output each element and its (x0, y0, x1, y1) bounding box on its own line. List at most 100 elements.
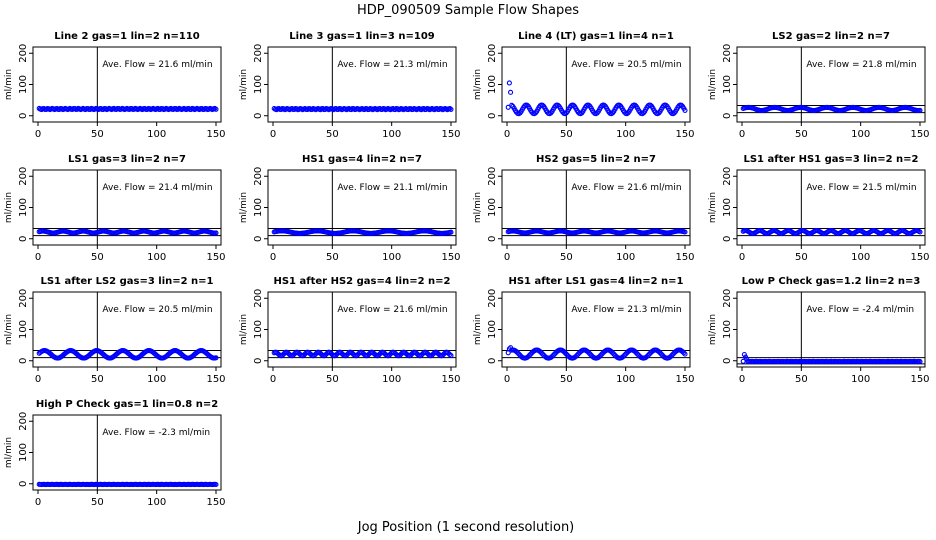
x-tick-label: 150 (441, 129, 460, 140)
average-flow-annotation: Ave. Flow = -2.4 ml/min (806, 305, 914, 315)
data-point (505, 350, 511, 356)
x-tick-label: 150 (206, 252, 225, 263)
x-tick-label: 100 (851, 129, 870, 140)
data-point (740, 358, 746, 364)
y-tick-label: 0 (487, 236, 498, 242)
x-tick-label: 50 (795, 374, 808, 385)
panel-title: HS1 gas=4 lin=2 n=7 (302, 154, 422, 165)
x-tick-label: 150 (910, 252, 929, 263)
x-tick-label: 150 (675, 374, 694, 385)
average-flow-annotation: Ave. Flow = 21.3 ml/min (337, 60, 447, 70)
x-tick-label: 50 (795, 129, 808, 140)
x-tick-label: 0 (270, 252, 276, 263)
x-tick-label: 50 (91, 374, 104, 385)
y-tick-label: 200 (487, 44, 498, 63)
y-tick-label: 0 (18, 358, 29, 364)
x-tick-label: 0 (35, 129, 41, 140)
average-flow-annotation: Ave. Flow = 21.6 ml/min (571, 183, 681, 193)
data-point (508, 89, 514, 95)
x-tick-label: 50 (91, 497, 104, 508)
x-tick-label: 150 (910, 374, 929, 385)
panel-title: Line 2 gas=1 lin=2 n=110 (54, 31, 200, 42)
y-tick-label: 0 (253, 236, 264, 242)
chart-panel: Line 4 (LT) gas=1 lin=4 n=1 0 100 200 ml/min… (473, 31, 695, 140)
points-layer (36, 105, 219, 113)
chart-panel: HS1 gas=4 lin=2 n=7 0 100 200 ml/min 0 50 100 15… (239, 154, 461, 263)
y-tick-label: 0 (18, 481, 29, 487)
y-axis-label: ml/min (239, 69, 249, 100)
x-tick-label: 150 (441, 374, 460, 385)
data-point (448, 229, 454, 235)
y-tick-label: 0 (722, 236, 733, 242)
y-tick-label: 200 (722, 167, 733, 186)
data-point (213, 355, 219, 361)
x-tick-label: 0 (35, 252, 41, 263)
x-tick-label: 100 (147, 374, 166, 385)
points-layer (505, 228, 688, 236)
x-tick-label: 0 (504, 374, 510, 385)
x-tick-label: 150 (206, 129, 225, 140)
data-point (617, 102, 623, 108)
y-tick-label: 0 (487, 358, 498, 364)
data-point (663, 102, 669, 108)
x-tick-label: 100 (147, 129, 166, 140)
y-tick-label: 100 (18, 75, 29, 94)
data-point (601, 102, 607, 108)
panel-title: LS2 gas=2 lin=2 n=7 (772, 31, 890, 42)
points-layer (271, 228, 454, 236)
x-tick-label: 100 (147, 497, 166, 508)
y-tick-label: 0 (253, 358, 264, 364)
data-point (917, 359, 923, 365)
points-layer (36, 481, 219, 488)
x-tick-label: 50 (326, 374, 339, 385)
y-tick-label: 100 (18, 320, 29, 339)
average-flow-annotation: Ave. Flow = 21.5 ml/min (806, 183, 916, 193)
data-point (506, 80, 512, 86)
x-tick-label: 150 (910, 129, 929, 140)
data-point (213, 230, 219, 236)
points-layer (505, 80, 688, 117)
y-tick-label: 0 (722, 113, 733, 119)
y-tick-label: 100 (487, 198, 498, 217)
data-point (509, 102, 515, 108)
panel-frame (32, 414, 222, 491)
panel-title: HS1 after HS2 gas=4 lin=2 n=2 (273, 276, 450, 287)
data-point (741, 351, 747, 358)
x-tick-label: 0 (739, 374, 745, 385)
y-tick-label: 100 (253, 75, 264, 94)
y-axis-label: ml/min (4, 69, 14, 100)
panel-frame (736, 291, 926, 368)
chart-panel: HS1 after HS2 gas=4 lin=2 n=2 0 100 200 ml/m… (239, 276, 461, 385)
x-tick-label: 100 (616, 374, 635, 385)
chart-panel: High P Check gas=1 lin=0.8 n=2 0 100 200 ml/… (4, 399, 226, 508)
data-point (540, 102, 546, 108)
average-flow-annotation: Ave. Flow = 21.8 ml/min (806, 60, 916, 70)
panel-title: Line 3 gas=1 lin=3 n=109 (289, 31, 435, 42)
y-axis-label: ml/min (708, 314, 718, 345)
x-tick-label: 50 (91, 252, 104, 263)
x-tick-label: 0 (35, 497, 41, 508)
y-axis-label: ml/min (239, 314, 249, 345)
points-layer (271, 105, 454, 113)
x-tick-label: 100 (147, 252, 166, 263)
x-tick-label: 0 (270, 129, 276, 140)
x-tick-label: 100 (616, 252, 635, 263)
points-layer (740, 104, 923, 114)
y-tick-label: 100 (253, 198, 264, 217)
y-tick-label: 100 (722, 320, 733, 339)
y-axis-label: ml/min (239, 192, 249, 223)
y-tick-label: 100 (722, 198, 733, 217)
data-point (682, 107, 688, 113)
x-tick-label: 150 (206, 374, 225, 385)
y-tick-label: 200 (722, 289, 733, 308)
points-layer (505, 345, 688, 361)
y-tick-label: 0 (253, 113, 264, 119)
x-tick-label: 150 (675, 129, 694, 140)
points-layer (36, 228, 219, 236)
y-tick-label: 200 (253, 289, 264, 308)
average-flow-annotation: Ave. Flow = -2.3 ml/min (102, 428, 210, 438)
points-layer (271, 349, 454, 359)
average-flow-annotation: Ave. Flow = 21.1 ml/min (337, 183, 447, 193)
data-point (555, 102, 561, 108)
